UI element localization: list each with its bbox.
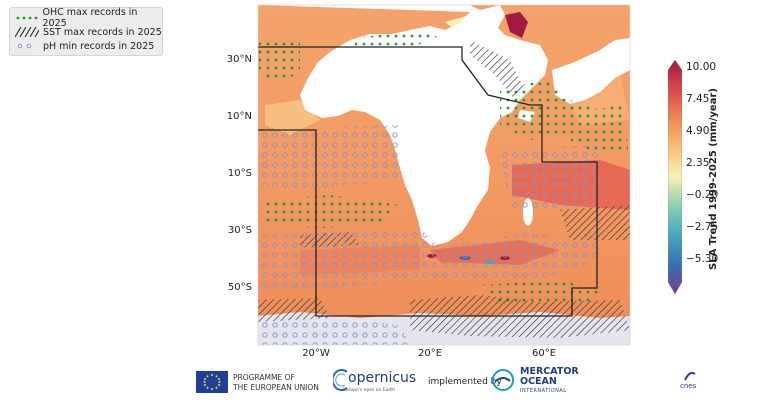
region-boundary <box>258 46 598 317</box>
colorbar-tick: 2.35 <box>686 157 710 169</box>
colorbar-tick: 10.00 <box>686 61 717 73</box>
colorbar-tick: −5.30 <box>686 253 719 265</box>
lon-label: 20°W <box>302 348 330 359</box>
colorbar-tick: 4.90 <box>686 125 710 137</box>
legend-label: pH min records in 2025 <box>43 40 155 52</box>
lat-label: 10°N <box>226 111 252 122</box>
cnes-wordmark: cnes <box>680 382 697 390</box>
ph-records-overlay <box>258 125 600 345</box>
legend-item-ohc: OHC max records in 2025 <box>15 7 162 29</box>
cnes-logo-icon <box>684 371 696 381</box>
legend-label: OHC max records in 2025 <box>42 7 138 29</box>
circles-symbol-icon <box>17 43 32 49</box>
colorbar-tick: −0.20 <box>686 189 719 201</box>
colorbar-tick: 7.45 <box>686 93 710 105</box>
colorbar-tick: −2.75 <box>686 221 719 233</box>
copernicus-wordmark: opernicus <box>348 370 417 386</box>
ohc-records-overlay <box>258 30 628 305</box>
legend-label: SST max records in 2025 <box>43 26 162 38</box>
colorbar-label: SLA Trend 1999-2025 (mm/year) <box>708 88 719 270</box>
legend-item-sst: SST max records in 2025 <box>15 25 162 39</box>
lon-label: 60°E <box>531 348 557 359</box>
footer-logos: PROGRAMME OF THE EUROPEAN UNION opernicu… <box>0 360 768 404</box>
dots-symbol-icon <box>16 16 38 20</box>
mercator-wordmark: MERCATOR OCEAN <box>520 366 579 387</box>
mercator-logo-icon <box>492 369 514 391</box>
copernicus-tagline: Europe's eyes on Earth <box>343 388 395 393</box>
hatch-symbol-icon <box>15 27 39 37</box>
implemented-by-text: implemented by <box>428 377 502 387</box>
map-legend: OHC max records in 2025 SST max records … <box>9 7 163 56</box>
lon-label: 20°E <box>417 348 443 359</box>
copernicus-logo-icon <box>333 369 348 391</box>
lat-label: 30°S <box>227 225 252 236</box>
eu-programme-text: PROGRAMME OF THE EUROPEAN UNION <box>233 373 319 392</box>
lat-label: 10°S <box>227 168 252 179</box>
colorbar <box>668 60 682 295</box>
legend-item-ph: pH min records in 2025 <box>15 39 154 53</box>
eu-flag-icon <box>196 371 228 393</box>
lat-label: 30°N <box>226 54 252 65</box>
mercator-subtitle: INTERNATIONAL <box>520 388 567 394</box>
lat-label: 50°S <box>227 282 252 293</box>
